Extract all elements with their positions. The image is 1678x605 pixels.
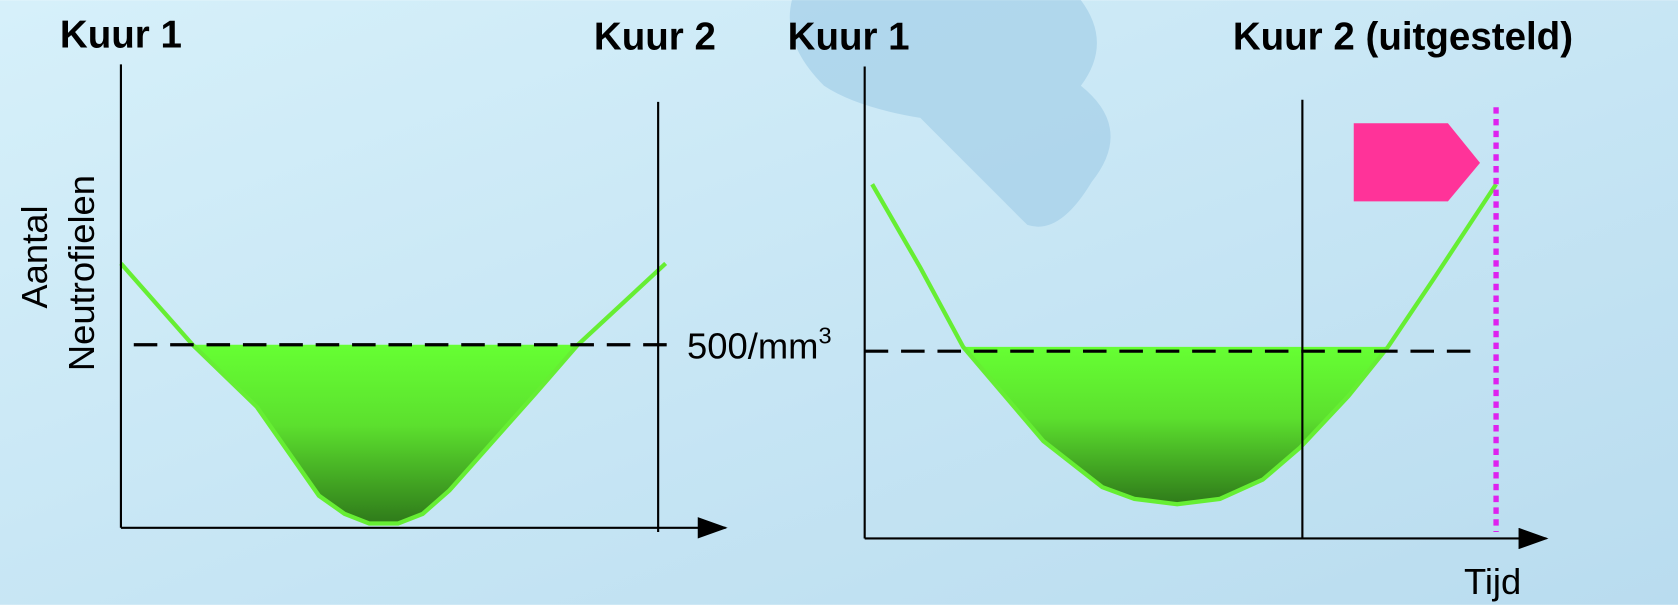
neutropenia-area	[192, 344, 578, 524]
threshold-superscript: 3	[818, 323, 831, 349]
y-axis-label: Aantal	[14, 205, 55, 308]
x-axis-label: Tijd	[1464, 561, 1521, 602]
cycle-label: Kuur 2 (uitgesteld)	[1233, 15, 1573, 58]
cycle-label: Kuur 1	[788, 15, 910, 58]
threshold-label: 500/mm3	[687, 323, 832, 367]
delay-arrow	[1353, 123, 1481, 202]
neutropenia-area	[963, 346, 1388, 505]
neutrophil-curve	[119, 261, 668, 526]
right-panel: Kuur 1 Kuur 2 (uitgesteld) Tijd	[788, 15, 1573, 602]
y-axis-label: Neutrofielen	[61, 175, 102, 371]
threshold-text: 500/mm	[687, 326, 818, 367]
neutrophil-curve	[870, 183, 1498, 507]
cycle-label: Kuur 1	[60, 13, 182, 56]
left-panel: Kuur 1 Kuur 2	[60, 13, 728, 539]
background-cloud	[789, 0, 1111, 227]
cycle-label: Kuur 2	[594, 15, 716, 58]
